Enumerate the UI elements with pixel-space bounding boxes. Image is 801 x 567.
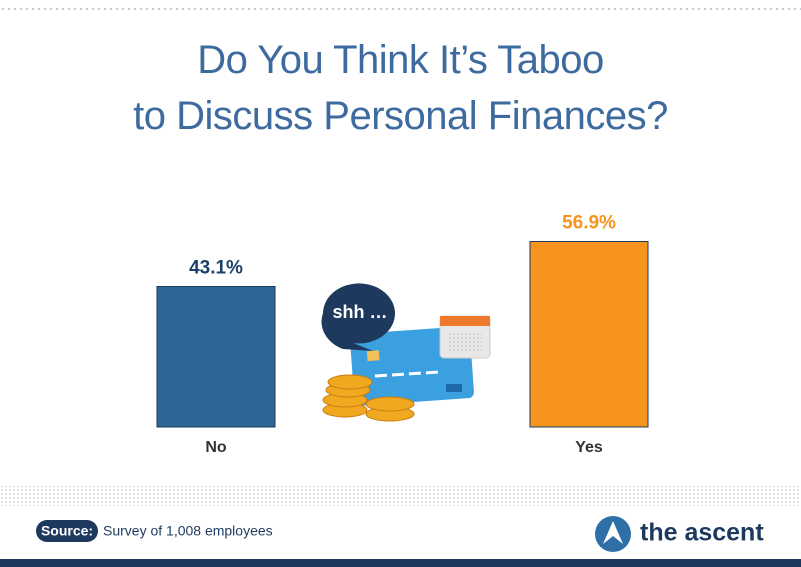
divider-dots [0, 486, 801, 506]
chart-title: Do You Think It’s Taboo to Discuss Perso… [133, 38, 668, 138]
top-dots [0, 6, 801, 14]
value-label: 56.9% [562, 213, 616, 234]
bar [156, 285, 276, 428]
source-badge [36, 520, 98, 542]
logo-mark [603, 521, 623, 544]
bubble-text: shh … [332, 302, 387, 322]
bottom-bar [0, 559, 801, 567]
value-label: 43.1% [189, 258, 243, 279]
bar [529, 241, 649, 428]
illustration: shh … [321, 283, 491, 422]
brand: the ascent [640, 519, 764, 547]
source-text: Survey of 1,008 employees [103, 523, 273, 539]
category-label: No [205, 439, 227, 456]
category-label: Yes [575, 439, 603, 456]
source-label: Source: [41, 523, 93, 539]
